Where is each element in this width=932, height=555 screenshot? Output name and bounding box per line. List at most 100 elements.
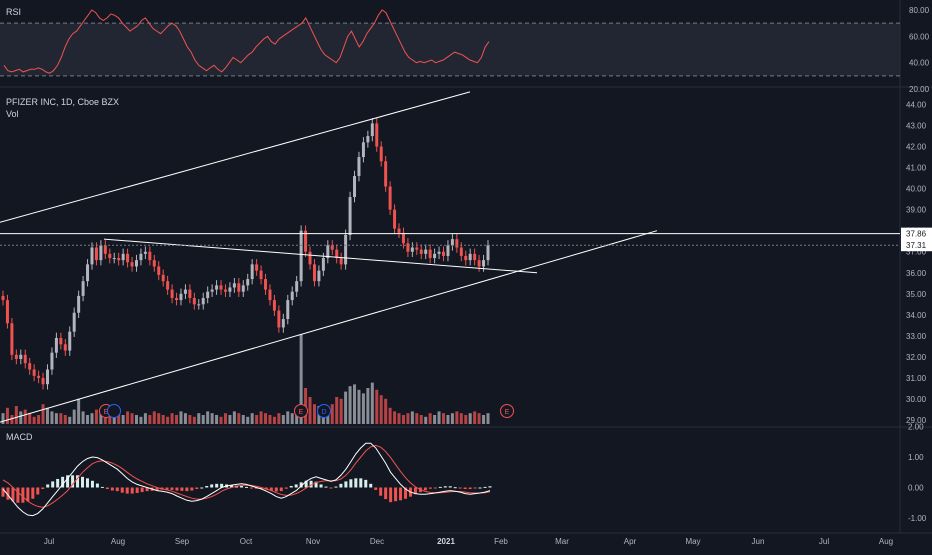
macd-y-tick: -1.00 bbox=[908, 514, 927, 523]
volume-bar bbox=[228, 415, 232, 424]
candle-body bbox=[41, 377, 45, 385]
volume-bar bbox=[170, 413, 174, 424]
candle-body bbox=[81, 281, 85, 296]
candle-body bbox=[442, 251, 446, 256]
candle-body bbox=[14, 354, 18, 360]
price-y-tick: 30.00 bbox=[906, 395, 927, 404]
candle-body bbox=[23, 354, 27, 364]
macd-histogram-bar bbox=[483, 486, 487, 488]
volume-bar bbox=[90, 413, 94, 424]
volume-bar bbox=[94, 409, 98, 424]
macd-y-tick: 1.00 bbox=[908, 453, 924, 462]
candle-body bbox=[473, 253, 477, 261]
level-price-label: 37.86 bbox=[906, 230, 927, 239]
macd-histogram-bar bbox=[279, 487, 283, 492]
macd-histogram-bar bbox=[329, 487, 333, 489]
candle-body bbox=[161, 274, 165, 282]
candle-body bbox=[326, 245, 330, 259]
macd-histogram-bar bbox=[423, 487, 427, 491]
volume-bar bbox=[175, 415, 179, 424]
volume-bar bbox=[428, 413, 432, 424]
candle-body bbox=[148, 251, 152, 261]
volume-bar bbox=[348, 386, 352, 424]
lower-channel-trendline bbox=[0, 230, 658, 423]
macd-histogram-bar bbox=[240, 485, 244, 488]
candle-body bbox=[446, 245, 450, 256]
macd-histogram-bar bbox=[379, 487, 383, 496]
macd-histogram-bar bbox=[309, 480, 313, 488]
volume-bar bbox=[134, 415, 138, 424]
volume-bar bbox=[486, 413, 490, 424]
volume-bar bbox=[406, 413, 410, 424]
volume-bar bbox=[473, 411, 477, 424]
macd-histogram-bar bbox=[205, 485, 209, 488]
candle-body bbox=[277, 310, 281, 328]
volume-bar bbox=[419, 415, 423, 424]
candle-body bbox=[321, 258, 325, 271]
macd-histogram-bar bbox=[140, 487, 144, 493]
candle-body bbox=[259, 270, 263, 280]
volume-bar bbox=[299, 334, 303, 424]
candle-body bbox=[312, 264, 316, 282]
macd-label: MACD bbox=[6, 432, 33, 442]
candle-body bbox=[206, 291, 210, 299]
candle-body bbox=[63, 344, 67, 351]
x-axis-tick: May bbox=[685, 537, 700, 546]
volume-bar bbox=[192, 416, 196, 424]
candle-body bbox=[237, 283, 241, 292]
volume-bar bbox=[259, 411, 263, 424]
volume-bar bbox=[223, 413, 227, 424]
macd-histogram-bar bbox=[374, 487, 378, 490]
x-axis-tick: Oct bbox=[240, 537, 253, 546]
candle-body bbox=[344, 234, 348, 265]
candle-body bbox=[317, 270, 321, 282]
candle-body bbox=[179, 293, 183, 301]
macd-histogram-bar bbox=[11, 487, 15, 502]
volume-bar bbox=[188, 415, 192, 424]
macd-histogram-bar bbox=[284, 487, 288, 489]
candle-body bbox=[68, 331, 72, 351]
macd-histogram-bar bbox=[289, 485, 293, 488]
volume-bar bbox=[201, 415, 205, 424]
macd-histogram-bar bbox=[85, 478, 89, 488]
candle-body bbox=[77, 295, 81, 313]
macd-histogram-bar bbox=[453, 487, 457, 489]
macd-histogram-bar bbox=[100, 486, 104, 488]
candle-body bbox=[210, 289, 214, 292]
candle-body bbox=[268, 289, 272, 301]
volume-bar bbox=[148, 415, 152, 424]
volume-bar bbox=[450, 413, 454, 424]
candle-body bbox=[393, 209, 397, 229]
volume-bar bbox=[41, 404, 45, 424]
candle-body bbox=[424, 249, 428, 254]
volume-bar bbox=[32, 416, 36, 424]
macd-histogram-bar bbox=[354, 478, 358, 488]
volume-bar bbox=[130, 413, 134, 424]
candle-body bbox=[437, 251, 441, 254]
macd-histogram-bar bbox=[349, 479, 353, 488]
macd-histogram-bar bbox=[215, 483, 219, 488]
macd-histogram-bar bbox=[170, 487, 174, 490]
macd-histogram-bar bbox=[369, 483, 373, 488]
event-marker-label: D bbox=[321, 409, 326, 416]
symbol-title[interactable]: PFIZER INC, 1D, Cboe BZX bbox=[6, 97, 120, 107]
macd-histogram-bar bbox=[81, 476, 85, 488]
macd-histogram-bar bbox=[473, 487, 477, 489]
x-axis-tick: Mar bbox=[555, 537, 569, 546]
last-price-label-bg bbox=[901, 239, 932, 252]
volume-bar bbox=[415, 413, 419, 424]
rsi-label: RSI bbox=[6, 7, 22, 17]
macd-histogram-bar bbox=[389, 487, 393, 503]
event-marker-label: E bbox=[299, 409, 304, 416]
volume-bar bbox=[397, 413, 401, 424]
candle-body bbox=[339, 258, 343, 265]
macd-histogram-bar bbox=[155, 487, 159, 491]
candle-body bbox=[450, 239, 454, 246]
rsi-line bbox=[3, 9, 490, 74]
candle-body bbox=[59, 337, 63, 345]
macd-histogram-bar bbox=[180, 487, 184, 491]
macd-histogram-bar bbox=[120, 487, 124, 493]
candle-body bbox=[370, 123, 374, 137]
